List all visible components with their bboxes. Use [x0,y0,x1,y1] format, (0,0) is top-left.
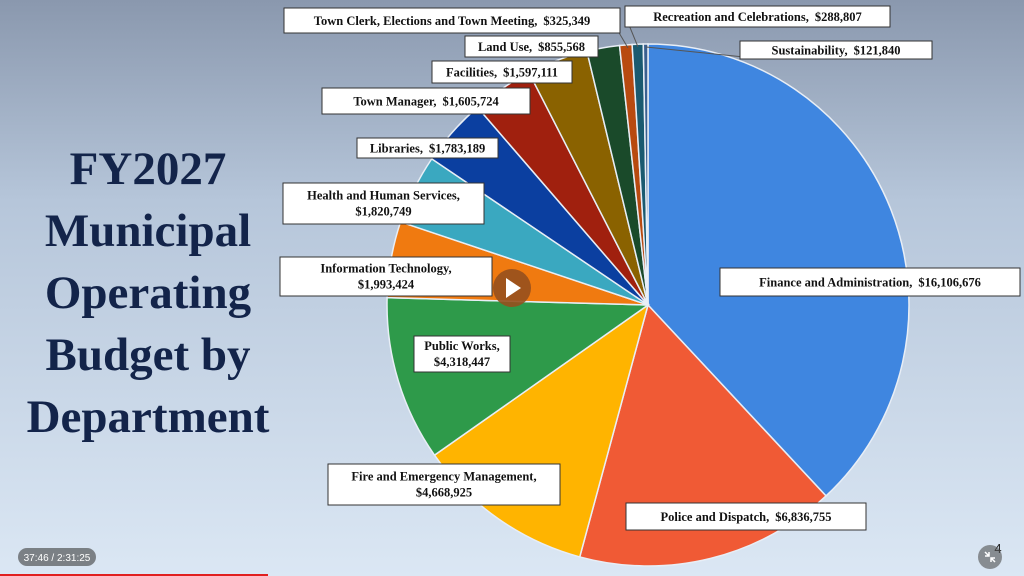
data-label: Information Technology, [320,262,451,276]
value-label: $4,668,925 [416,486,472,500]
label-box [464,35,599,58]
title-line: Operating [45,267,252,319]
data-label: Facilities, $1,597,111 [446,66,558,80]
label-box [327,463,561,506]
category-label: Health and Human Services [307,189,457,203]
label-box [739,40,933,60]
exit-fullscreen[interactable] [978,545,1002,569]
separator: , [529,40,532,54]
leader-line [628,24,639,48]
label-box [719,267,1021,297]
value-label: $1,993,424 [358,278,415,292]
title-line: Budget by [45,329,251,381]
data-label: Libraries, $1,783,189 [370,142,485,156]
data-label: Land Use, $855,568 [478,40,585,54]
data-label: Fire and Emergency Management, [351,470,536,484]
separator: , [844,44,847,58]
label-box [279,256,493,297]
separator: , [457,189,460,203]
data-label: Public Works, [424,339,499,353]
value-label: $16,106,676 [918,276,981,290]
separator: , [433,95,436,109]
title-line: Municipal [45,205,251,257]
play-button[interactable] [493,269,531,307]
pie-slice [642,43,649,306]
value-label: $288,807 [815,10,862,24]
progress-bar [0,574,268,576]
labels: Finance and Administration, $16,106,676 Po… [279,5,1021,531]
exit-fullscreen-icon[interactable] [984,551,996,563]
label-box [431,60,573,84]
label-box [282,182,485,225]
label-box [413,335,511,373]
title-line: Department [27,391,270,443]
category-label: Town Clerk, Elections and Town Meeting [314,14,535,28]
data-label: Recreation and Celebrations, $288,807 [653,10,862,24]
separator: , [533,470,536,484]
data-label: Finance and Administration, $16,106,676 [759,276,981,290]
separator: , [497,339,500,353]
data-label: Town Manager, $1,605,724 [353,95,499,109]
time-display: 37:46 / 2:31:25 [24,553,91,564]
label-box [321,87,531,115]
play-icon[interactable] [506,278,521,298]
data-label: Police and Dispatch, $6,836,755 [661,510,832,524]
category-label: Libraries [370,142,420,156]
separator: , [806,10,809,24]
label-box [624,5,891,28]
separator: , [534,14,537,28]
category-label: Facilities [446,66,494,80]
exit-fullscreen-circle[interactable] [978,545,1002,569]
value-label: $1,820,749 [355,205,411,219]
value-label: $1,605,724 [442,95,499,109]
value-label: $121,840 [854,44,901,58]
value-label: $6,836,755 [775,510,831,524]
leader-line [617,30,629,49]
category-label: Finance and Administration [759,276,909,290]
category-label: Public Works [424,339,496,353]
category-label: Information Technology [320,262,450,276]
label-box [625,502,867,531]
category-label: Police and Dispatch [661,510,767,524]
separator: , [909,276,912,290]
value-label: $1,597,111 [503,66,558,80]
category-label: Fire and Emergency Management [351,470,534,484]
data-label: Sustainability, $121,840 [772,44,901,58]
value-label: $4,318,447 [434,355,490,369]
separator: , [766,510,769,524]
label-box [356,137,499,159]
category-label: Town Manager [353,95,435,109]
title-line: FY2027 [70,143,227,195]
separator: , [494,66,497,80]
separator: , [420,142,423,156]
data-label: Town Clerk, Elections and Town Meeting, $… [314,14,590,28]
leader-line [645,46,745,58]
category-label: Recreation and Celebrations [653,10,806,24]
separator: , [449,262,452,276]
value-label: $325,349 [543,14,590,28]
data-label: Health and Human Services, [307,189,460,203]
value-label: $855,568 [538,40,585,54]
label-box [283,7,621,34]
category-label: Sustainability [772,44,846,58]
value-label: $1,783,189 [429,142,485,156]
title: FY2027 Municipal Operating Budget by Departm… [27,143,270,443]
time-pill [18,548,96,566]
category-label: Land Use [478,40,530,54]
